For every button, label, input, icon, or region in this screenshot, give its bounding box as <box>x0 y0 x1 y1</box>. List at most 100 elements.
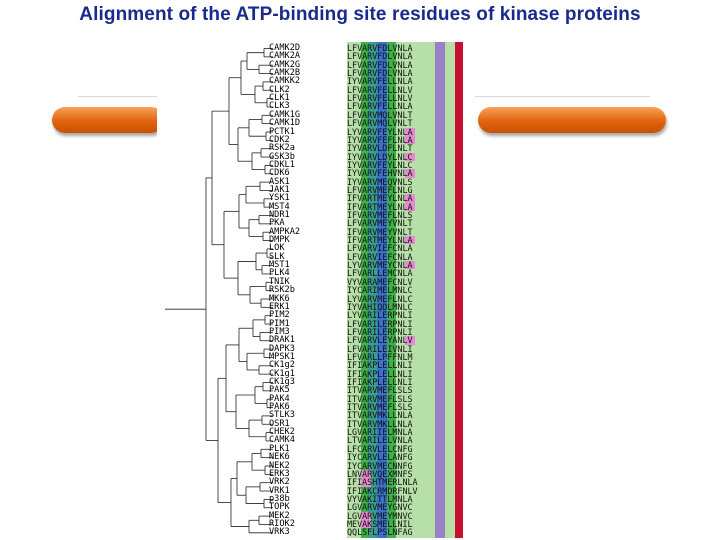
kinase-name-column: CAMK2D CAMK2A CAMK2G CAMK2B CAMKK2 CLK2 CLK1 CL… <box>269 40 347 540</box>
phylogenetic-tree <box>165 48 273 534</box>
alignment-column-shade <box>387 42 396 538</box>
aligned-sequence: LFVARLLEMCNLA <box>347 268 413 279</box>
aligned-sequence: MEVAKSMELLNIL <box>347 518 413 529</box>
aligned-sequence: LFVARVFDLVNLA <box>347 68 413 79</box>
aligned-sequence: IYVARVLDFLNLT <box>347 143 413 154</box>
alignment-column-shade <box>445 42 455 538</box>
residue-highlight <box>405 194 415 203</box>
residue-highlight <box>361 478 371 487</box>
kinase-name: CAMK2B <box>269 68 301 79</box>
aligned-sequence: LYVARILERPNLI <box>347 310 413 321</box>
aligned-sequence: IFVARTMEYLNLA <box>347 193 413 204</box>
kinase-name: CDKL1 <box>269 159 295 170</box>
kinase-name: PAK4 <box>269 393 290 404</box>
residue-highlight <box>361 519 371 529</box>
kinase-name: PLK1 <box>269 443 290 454</box>
alignment-column-shade <box>361 42 368 538</box>
aligned-sequence: LFVARILERPNLI <box>347 326 413 337</box>
kinase-name: NDR1 <box>269 210 290 220</box>
kinase-name: CAMK4 <box>269 435 295 446</box>
kinase-name: CAMK1G <box>269 109 301 120</box>
alignment-column-shade <box>347 42 354 538</box>
kinase-name: CAMKK2 <box>269 76 301 87</box>
residue-highlight <box>361 469 371 479</box>
kinase-name: PKA <box>269 218 285 229</box>
alignment-column-shade <box>368 42 377 538</box>
kinase-name: NEK2 <box>269 460 290 471</box>
aligned-sequence: LGVARVMEYGNVC <box>347 502 413 513</box>
aligned-sequence: LFVARVFDLVNLA <box>347 43 413 53</box>
kinase-name: PIM1 <box>269 318 290 329</box>
kinase-name: RSK2a <box>269 143 295 154</box>
alignment-figure: CAMK2D CAMK2A CAMK2G CAMK2B CAMKK2 CLK2 CLK1 CL… <box>157 40 475 540</box>
aligned-sequence: ITVARVMEFLSLS <box>347 385 413 396</box>
residue-highlight <box>405 135 415 145</box>
kinase-name: VRK1 <box>269 485 290 496</box>
aligned-sequence: LYVARVFEYLNLA <box>347 126 413 137</box>
aligned-sequence: IYVARVMEQVNLS <box>347 176 413 187</box>
kinase-name: TOPK <box>269 502 290 513</box>
kinase-name: RSK2b <box>269 285 295 296</box>
kinase-name: PAK6 <box>269 402 290 413</box>
alignment-column-shade <box>415 42 425 538</box>
aligned-sequence: IFIAKPLELLNLI <box>347 360 413 371</box>
kinase-name: PLK4 <box>269 268 290 279</box>
decorative-bar-left <box>52 107 164 133</box>
aligned-sequence: IFIASHTMERLNLA <box>347 477 418 488</box>
alignment-column-shade <box>435 42 445 538</box>
kinase-name: LOK <box>269 243 285 254</box>
kinase-name: PCTK1 <box>269 126 295 137</box>
kinase-name: STLK3 <box>269 410 295 421</box>
aligned-sequence: IFVARTMEYLNLA <box>347 201 413 212</box>
aligned-sequence: IYVARVLDYLNLC <box>347 151 413 162</box>
aligned-sequence: LFVARVMQLVNLT <box>347 109 413 120</box>
kinase-name: CAMK2A <box>269 51 301 62</box>
aligned-sequence: LYVARVMEYCNLA <box>347 260 413 271</box>
kinase-name: VRK2 <box>269 477 290 488</box>
decorative-bar-right <box>478 107 666 133</box>
kinase-name: ASK1 <box>269 176 290 187</box>
kinase-name: p38b <box>269 493 290 504</box>
kinase-name: AMPKA2 <box>269 226 301 237</box>
aligned-sequence: LFVARILERPNLI <box>347 318 413 329</box>
aligned-sequence: LGVARVMEYMNVC <box>347 510 413 521</box>
aligned-sequence: LFVARILEIVNLI <box>347 343 413 354</box>
aligned-sequence: ITVARVMKLLNLA <box>347 410 413 421</box>
aligned-sequence: LFVARVFELLNLA <box>347 101 413 112</box>
aligned-sequence: LFVARVIEFCNLA <box>347 251 413 262</box>
kinase-name: CAMK2D <box>269 43 301 53</box>
residue-highlight <box>405 261 415 270</box>
kinase-name: CHEK2 <box>269 427 295 438</box>
aligned-sequence: IFVARTMEYLNLA <box>347 235 413 246</box>
aligned-sequence: ITVARVMKLLNLA <box>347 418 413 429</box>
kinase-name: CK1g1 <box>269 368 295 379</box>
aligned-sequence: LFVARVFDLVNLA <box>347 51 413 62</box>
aligned-sequence: ITVARVMEFLSLS <box>347 393 413 404</box>
kinase-name: MST4 <box>269 201 290 212</box>
kinase-name: ERK1 <box>269 301 290 312</box>
residue-highlight <box>361 511 371 520</box>
kinase-name: MKK6 <box>269 293 290 304</box>
residue-highlight <box>405 336 415 345</box>
kinase-name: GSK3b <box>269 151 295 162</box>
kinase-name: CLK3 <box>269 101 290 112</box>
aligned-sequence: VYVAKITTLMNLA <box>347 493 413 504</box>
kinase-name: CK1g3 <box>269 377 295 387</box>
residue-highlight <box>405 202 415 211</box>
kinase-name: PIM3 <box>269 326 290 337</box>
kinase-name: PIM2 <box>269 310 290 321</box>
kinase-name: CAMK1D <box>269 118 301 129</box>
aligned-sequence: IFVARVMEYVNLT <box>347 226 413 237</box>
aligned-sequence: ITVARVMEFLSLS <box>347 402 413 413</box>
kinase-name: NEK6 <box>269 452 290 463</box>
aligned-sequence: IYCARIMELMNLC <box>347 285 413 296</box>
sequence-alignment: LFVARVFDLVNLA LFVARVFDLVNLA LFVARVFDLVNLA L… <box>347 42 465 538</box>
aligned-sequence: LFVARLLPFFNLM <box>347 351 413 362</box>
alignment-column-shade <box>396 42 405 538</box>
residue-highlight <box>405 236 415 245</box>
alignment-column-shade <box>354 42 361 538</box>
kinase-name: CLK2 <box>269 84 290 95</box>
aligned-sequence: LFVARVFELLNLV <box>347 93 413 104</box>
kinase-name: MPSK1 <box>269 351 295 362</box>
residue-highlight <box>405 152 415 161</box>
